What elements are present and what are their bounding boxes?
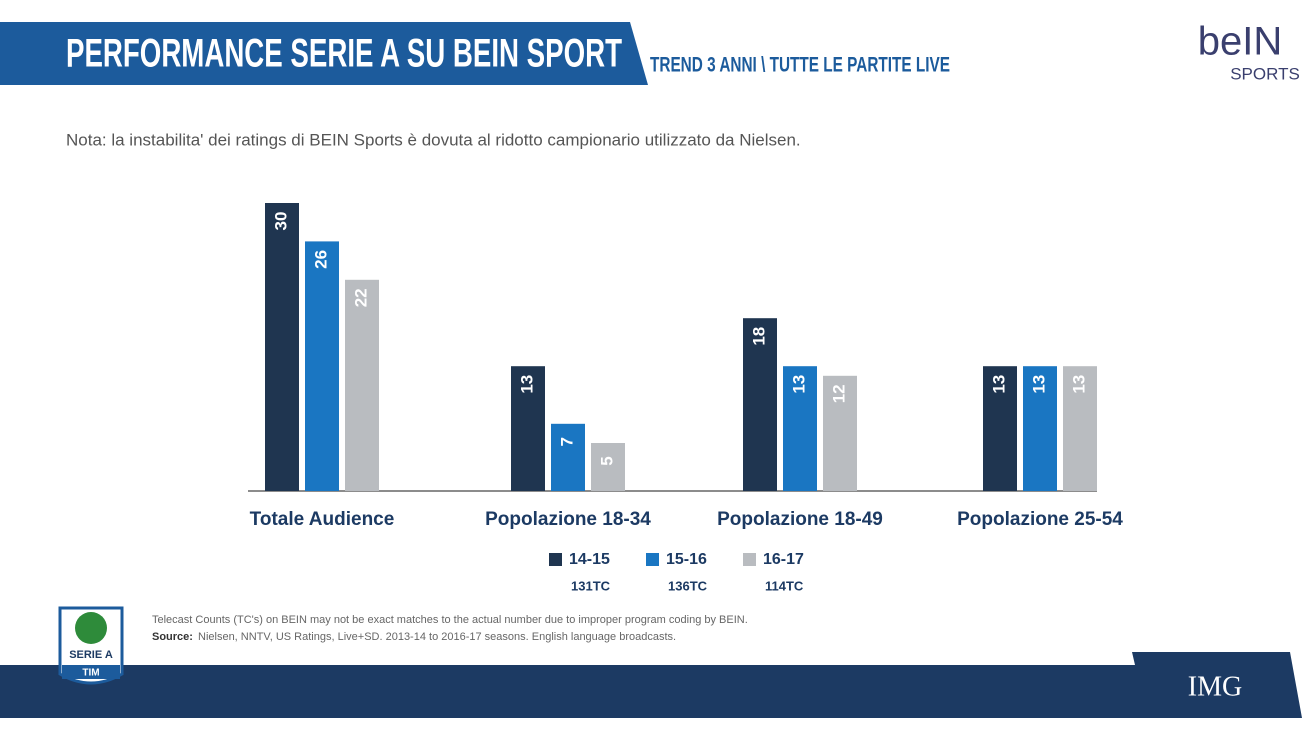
data-label: 22: [351, 288, 370, 307]
data-label: 13: [1029, 375, 1048, 394]
legend-label: 14-15: [569, 551, 610, 568]
data-label: 30: [271, 212, 290, 231]
legend-swatch: [743, 553, 756, 566]
bar: [743, 318, 777, 491]
legend-telecasts: 136TC: [668, 578, 708, 593]
bar: [823, 375, 857, 491]
bar: [983, 366, 1017, 491]
legend-telecasts: 131TC: [571, 578, 611, 593]
data-label: 13: [517, 375, 536, 394]
bar: [1063, 366, 1097, 491]
bein-logo-sub: SPORTS: [1230, 64, 1300, 83]
serie-a-text: SERIE A: [69, 649, 113, 661]
legend-telecasts: 114TC: [765, 578, 804, 593]
data-label: 7: [557, 437, 576, 446]
img-logo: IMG: [1188, 671, 1242, 702]
bar: [783, 366, 817, 491]
data-label: 26: [311, 250, 330, 269]
legend-label: 16-17: [763, 551, 804, 568]
data-label: 18: [749, 327, 768, 346]
bar: [1023, 366, 1057, 491]
bar: [305, 241, 339, 491]
tim-text: TIM: [82, 668, 99, 679]
data-label: 13: [989, 375, 1008, 394]
category-label: Popolazione 18-49: [717, 509, 883, 530]
data-label: 5: [597, 456, 616, 465]
category-label: Totale Audience: [250, 509, 395, 530]
footer-band: [0, 652, 1302, 718]
header-banner: [0, 22, 648, 85]
data-label: 13: [789, 375, 808, 394]
tim-band: [62, 665, 120, 679]
category-label: Popolazione 18-34: [485, 509, 651, 530]
source-label: Source:: [152, 631, 193, 643]
bar: [265, 203, 299, 491]
data-label: 13: [1069, 375, 1088, 394]
serie-a-ball: [75, 612, 107, 644]
bar: [591, 443, 625, 491]
legend-swatch: [549, 553, 562, 566]
subtitle: TREND 3 ANNI \ TUTTE LE PARTITE LIVE: [650, 54, 950, 77]
data-label: 12: [829, 384, 848, 403]
legend-label: 15-16: [666, 551, 707, 568]
category-label: Popolazione 25-54: [957, 509, 1123, 530]
bar: [345, 279, 379, 491]
legend-swatch: [646, 553, 659, 566]
title: PERFORMANCE SERIE A SU BEIN SPORT: [66, 32, 622, 76]
footnote: Telecast Counts (TC's) on BEIN may not b…: [152, 614, 748, 626]
source-text: Nielsen, NNTV, US Ratings, Live+SD. 2013…: [198, 631, 676, 643]
bar: [511, 366, 545, 491]
note: Nota: la instabilita' dei ratings di BEI…: [66, 130, 801, 149]
bein-logo: beIN: [1198, 20, 1283, 64]
bar: [551, 423, 585, 491]
